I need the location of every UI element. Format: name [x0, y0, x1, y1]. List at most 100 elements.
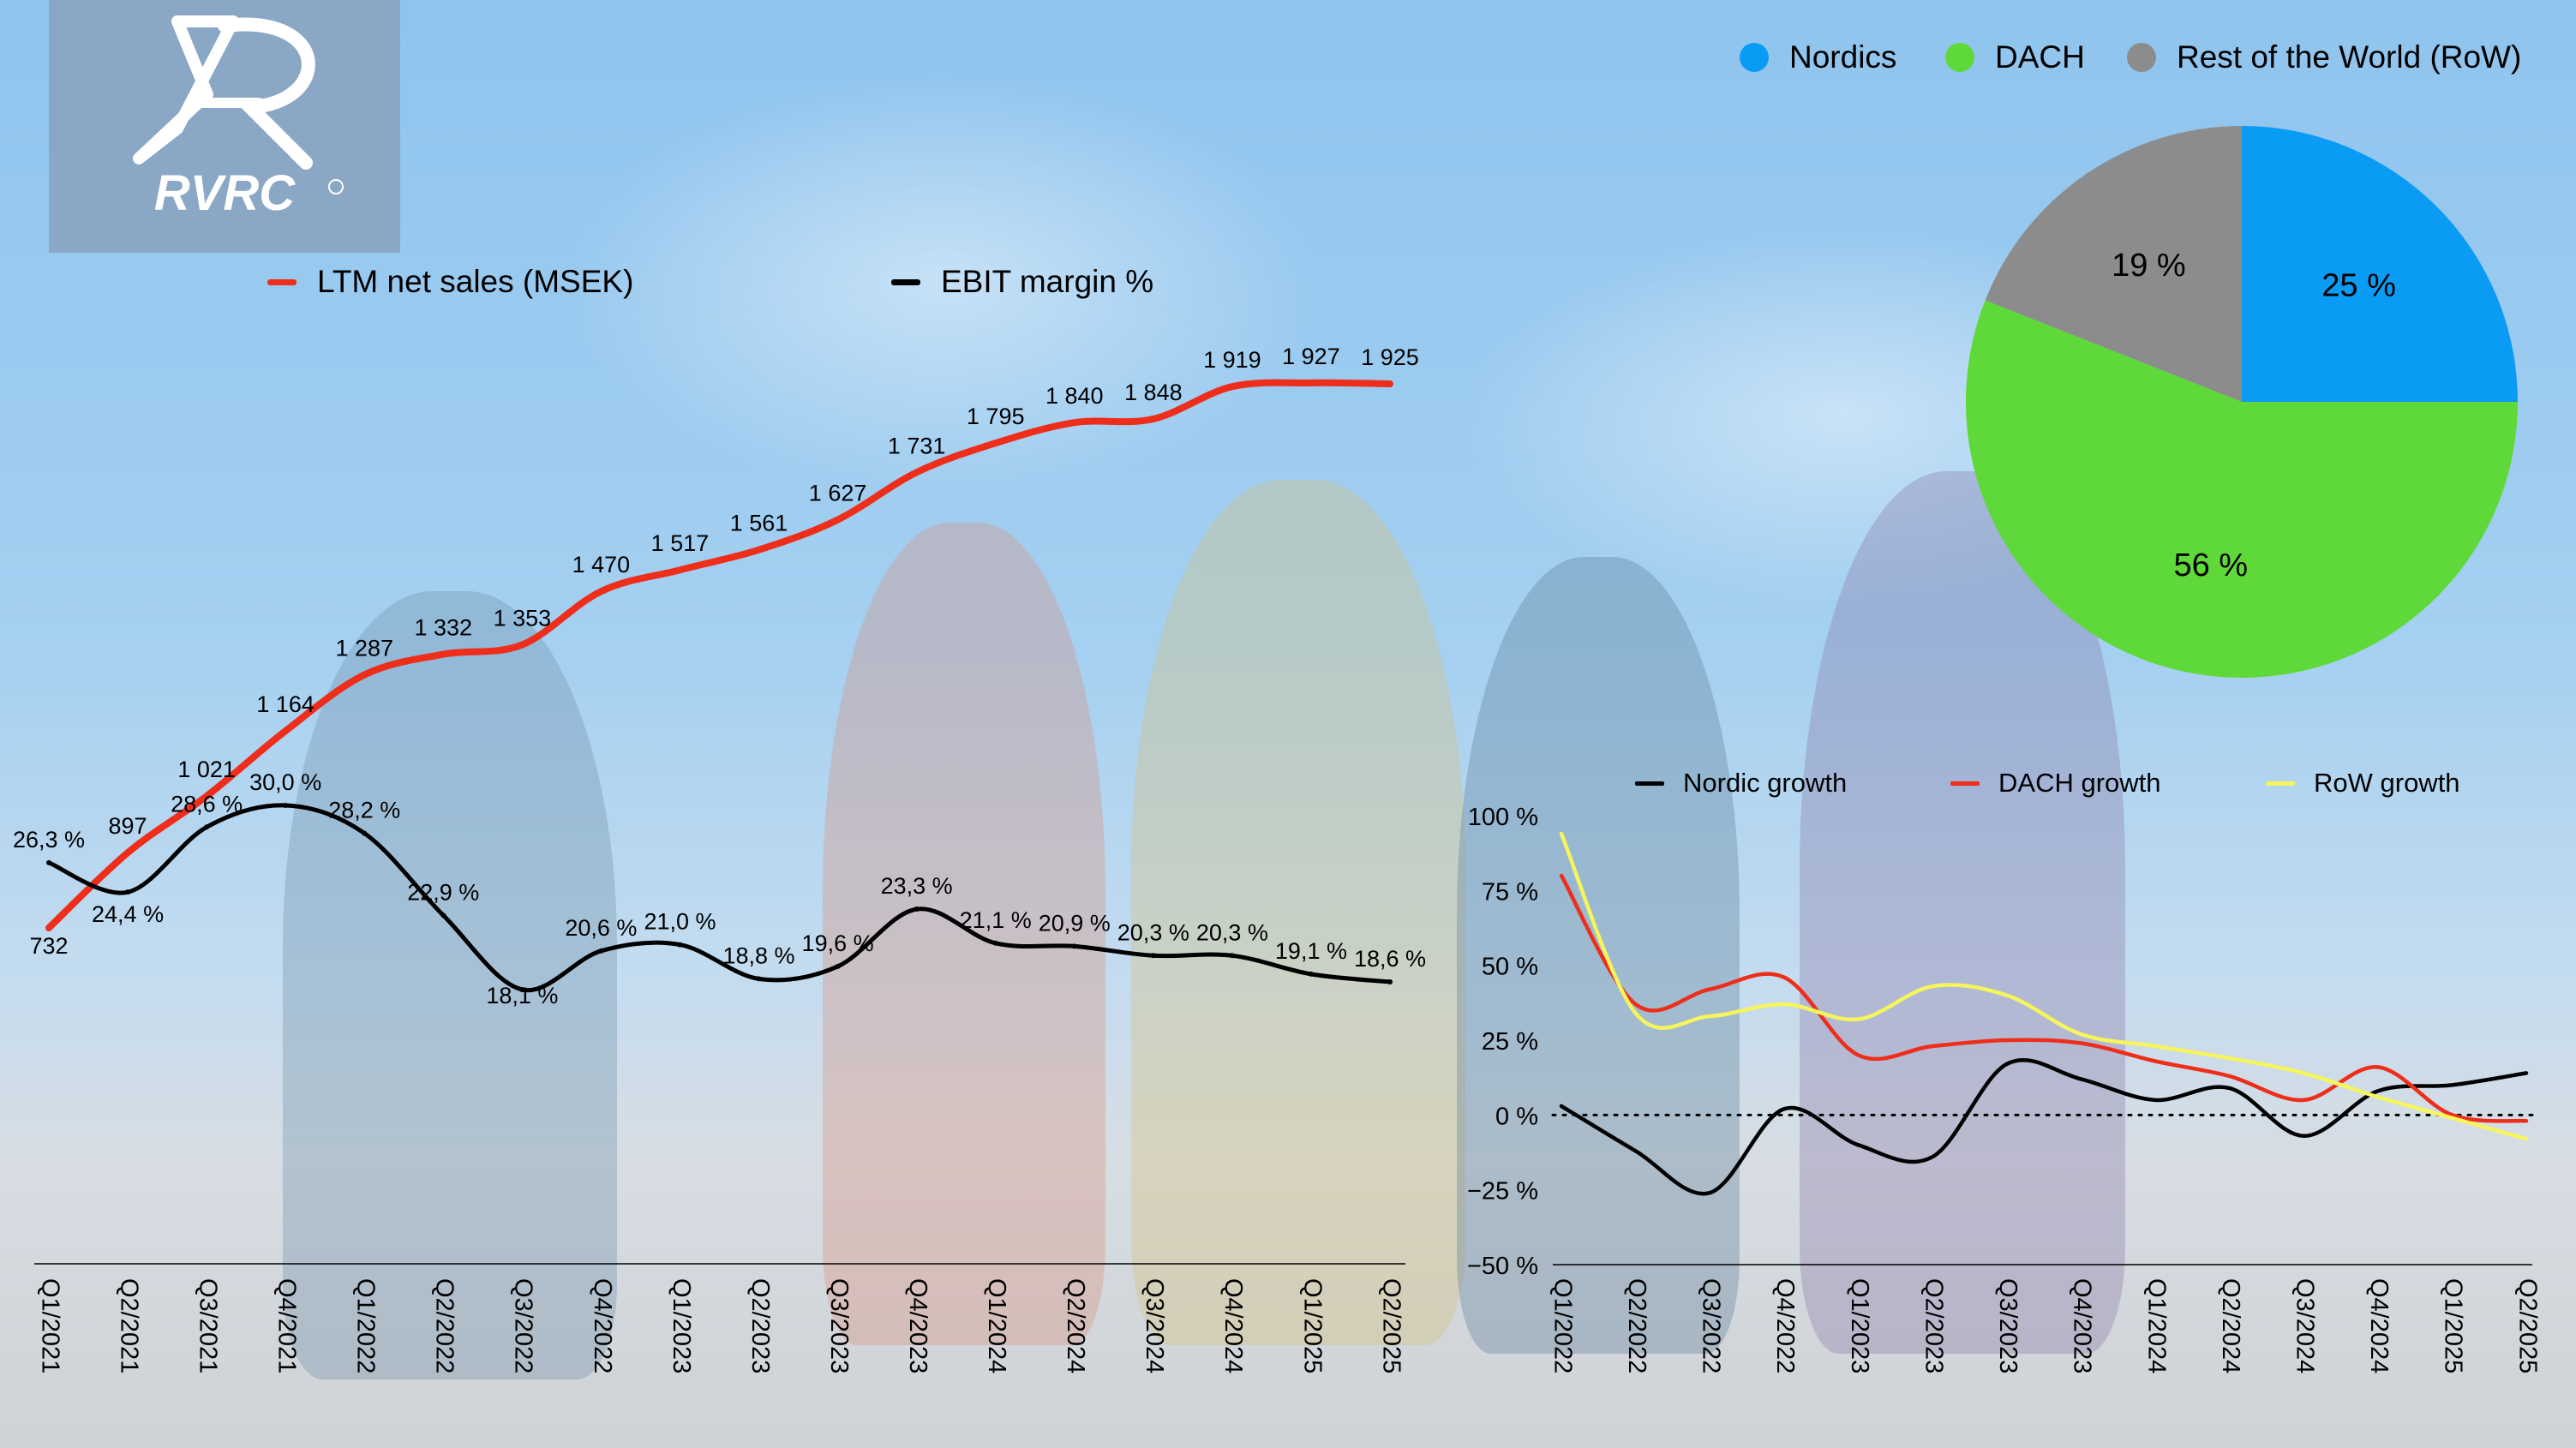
- row-growth-line: [1559, 831, 2529, 1141]
- legend-dach-growth: DACH growth: [1950, 768, 2161, 799]
- y-tick-label: 50 %: [1482, 954, 1538, 981]
- background-hiker: [283, 591, 617, 1379]
- logo-mark-icon: RVRC: [133, 15, 344, 221]
- x-tick-label: Q1/2024: [2142, 1278, 2170, 1373]
- ebit-margin-data-label: 24,4 %: [92, 901, 164, 927]
- net-sales-point: [992, 440, 998, 446]
- net-sales-line: [45, 379, 1393, 931]
- x-tick-label: Q3/2023: [825, 1278, 853, 1373]
- x-tick-label: Q2/2024: [2217, 1278, 2244, 1373]
- nordic-growth-line: [1559, 1058, 2529, 1196]
- legend-net-sales-label: LTM net sales (MSEK): [317, 264, 634, 299]
- net-sales-data-label: 897: [109, 813, 147, 839]
- background-hiker: [1457, 557, 1740, 1354]
- net-sales-point: [1229, 384, 1235, 390]
- legend-swatch-red: [267, 278, 297, 285]
- x-tick-label: Q2/2022: [431, 1278, 458, 1373]
- net-sales-data-label: 1 470: [572, 552, 631, 577]
- net-sales-data-label: 1 795: [967, 404, 1025, 429]
- net-sales-point: [46, 925, 51, 930]
- net-sales-data-label: 1 840: [1045, 383, 1104, 409]
- x-tick-label: Q2/2021: [115, 1278, 142, 1373]
- legend-dot-green: [1945, 43, 1974, 72]
- x-tick-label: Q2/2023: [1920, 1278, 1947, 1373]
- legend-nordics-label: Nordics: [1789, 39, 1897, 75]
- ebit-margin-data-label: 20,9 %: [1039, 910, 1111, 936]
- net-sales-point: [598, 589, 604, 595]
- legend-dach-label: DACH: [1995, 39, 2085, 75]
- x-tick-label: Q3/2022: [1698, 1278, 1725, 1373]
- x-tick-label: Q1/2022: [1549, 1278, 1576, 1373]
- net-sales-point: [677, 567, 683, 573]
- net-sales-data-label: 1 925: [1361, 344, 1419, 370]
- pie-slice: [1966, 300, 2518, 679]
- legend-ebit-label: EBIT margin %: [941, 264, 1154, 299]
- pie-slice: [1985, 126, 2242, 402]
- ebit-margin-point: [1229, 953, 1235, 959]
- ebit-margin-data-label: 20,6 %: [565, 915, 637, 941]
- ebit-margin-point: [677, 942, 683, 948]
- ebit-margin-point: [362, 830, 368, 836]
- ebit-margin-data-label: 22,9 %: [407, 879, 479, 905]
- y-tick-label: 25 %: [1482, 1028, 1538, 1056]
- ebit-margin-data-label: 23,3 %: [881, 873, 953, 899]
- legend-ebit: EBIT margin %: [891, 264, 1153, 300]
- x-tick-label: Q4/2023: [2069, 1278, 2096, 1373]
- net-sales-data-label: 1 517: [651, 530, 710, 556]
- legend-swatch-red: [1950, 781, 1980, 786]
- legend-row-growth: RoW growth: [2266, 768, 2460, 799]
- background-hiker: [1131, 480, 1465, 1345]
- x-tick-label: Q2/2022: [1623, 1278, 1650, 1373]
- x-tick-label: Q4/2024: [1219, 1278, 1247, 1373]
- net-sales-point: [440, 651, 446, 657]
- ebit-margin-point: [992, 940, 998, 946]
- pie-slice-label: 25 %: [2321, 267, 2396, 303]
- ebit-margin-point: [125, 889, 131, 895]
- legend-swatch-black: [1635, 781, 1664, 786]
- net-sales-data-label: 1 164: [256, 691, 315, 717]
- ebit-margin-point: [1150, 953, 1156, 959]
- net-sales-data-label: 1 561: [730, 511, 788, 536]
- legend-dot-gray: [2127, 43, 2156, 72]
- background-cloud: [557, 69, 1328, 497]
- y-tick-label: 0 %: [1495, 1103, 1538, 1130]
- net-sales-point: [204, 793, 210, 799]
- pie-slice: [2242, 126, 2518, 402]
- ebit-margin-data-label: 18,6 %: [1354, 946, 1426, 972]
- net-sales-point: [835, 517, 841, 523]
- net-sales-point: [1071, 420, 1077, 426]
- net-sales-point: [283, 728, 289, 734]
- x-tick-label: Q3/2024: [2291, 1278, 2318, 1373]
- net-sales-point: [125, 850, 131, 856]
- ebit-margin-point: [440, 912, 446, 918]
- rvrc-logo: RVRC: [49, 0, 400, 253]
- x-tick-label: Q4/2022: [1771, 1278, 1799, 1373]
- net-sales-data-label: 1 919: [1203, 347, 1261, 373]
- legend-dot-blue: [1740, 43, 1769, 72]
- net-sales-data-label: 732: [29, 933, 68, 959]
- ebit-margin-data-label: 20,3 %: [1196, 919, 1268, 945]
- ebit-margin-data-label: 19,6 %: [802, 930, 874, 956]
- net-sales-data-label: 1 287: [335, 636, 393, 661]
- net-sales-data-label: 1 848: [1124, 380, 1183, 405]
- legend-nordic-growth: Nordic growth: [1635, 768, 1847, 799]
- ebit-margin-data-label: 26,3 %: [13, 827, 85, 853]
- ebit-margin-data-label: 18,1 %: [486, 983, 558, 1008]
- ebit-margin-point: [598, 948, 604, 954]
- legend-row-growth-label: RoW growth: [2314, 768, 2460, 798]
- net-sales-point: [756, 547, 762, 553]
- ebit-margin-data-label: 28,2 %: [328, 798, 400, 823]
- x-tick-label: Q4/2024: [2365, 1278, 2393, 1373]
- net-sales-point: [914, 470, 920, 476]
- legend-dach: DACH: [1945, 39, 2085, 75]
- ebit-margin-point: [204, 824, 210, 830]
- x-tick-label: Q2/2025: [1377, 1278, 1405, 1373]
- net-sales-data-label: 1 332: [415, 615, 473, 641]
- ebit-margin-data-label: 28,6 %: [171, 791, 243, 817]
- legend-row: Rest of the World (RoW): [2127, 39, 2521, 75]
- x-tick-label: Q1/2022: [352, 1278, 380, 1373]
- x-tick-label: Q3/2024: [1141, 1278, 1168, 1373]
- ebit-margin-data-label: 21,1 %: [960, 907, 1032, 933]
